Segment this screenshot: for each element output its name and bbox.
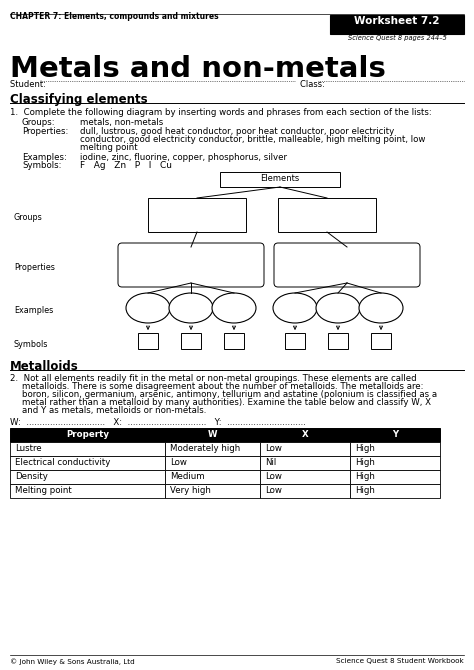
Ellipse shape [126, 293, 170, 323]
Bar [330, 15, 464, 34]
Bar [278, 198, 376, 232]
Text: boron, silicon, germanium, arsenic, antimony, tellurium and astatine (polonium i: boron, silicon, germanium, arsenic, anti… [22, 390, 437, 399]
Bar [350, 428, 440, 442]
Bar [10, 484, 165, 498]
Bar [165, 442, 260, 456]
Text: X: X [301, 430, 308, 439]
Text: Properties: Properties [14, 263, 55, 272]
Text: Property: Property [66, 430, 109, 439]
Text: 2.  Not all elements readily fit in the metal or non-metal groupings. These elem: 2. Not all elements readily fit in the m… [10, 374, 417, 383]
Text: W: W [208, 430, 217, 439]
Bar [285, 333, 305, 349]
Text: Very high: Very high [170, 486, 211, 495]
Text: Low: Low [265, 472, 282, 481]
Bar [165, 470, 260, 484]
Bar [260, 484, 350, 498]
Bar [328, 333, 348, 349]
Text: High: High [355, 472, 375, 481]
Text: Melting point: Melting point [15, 486, 72, 495]
Ellipse shape [212, 293, 256, 323]
Bar [220, 172, 340, 187]
Ellipse shape [273, 293, 317, 323]
Text: iodine, zinc, fluorine, copper, phosphorus, silver: iodine, zinc, fluorine, copper, phosphor… [80, 153, 287, 162]
Bar [224, 333, 244, 349]
Bar [148, 198, 246, 232]
Text: conductor, good electricity conductor, brittle, malleable, high melting point, l: conductor, good electricity conductor, b… [80, 135, 425, 144]
Text: F   Ag   Zn   P   I   Cu: F Ag Zn P I Cu [80, 161, 172, 170]
Text: Metals and non-metals: Metals and non-metals [10, 55, 386, 83]
Bar [260, 442, 350, 456]
Bar [350, 442, 440, 456]
Text: Student:: Student: [10, 80, 48, 89]
Text: Low: Low [265, 486, 282, 495]
Text: Y: Y [392, 430, 398, 439]
Text: Class:: Class: [300, 80, 328, 89]
Bar [181, 333, 201, 349]
Text: Metalloids: Metalloids [10, 360, 79, 373]
Bar [260, 428, 350, 442]
Text: Groups: Groups [14, 213, 43, 222]
Text: High: High [355, 486, 375, 495]
Text: Nil: Nil [265, 458, 276, 467]
Text: metal rather than a metalloid by many authorities). Examine the table below and : metal rather than a metalloid by many au… [22, 398, 431, 407]
Ellipse shape [169, 293, 213, 323]
Text: dull, lustrous, good heat conductor, poor heat conductor, poor electricity: dull, lustrous, good heat conductor, poo… [80, 127, 394, 136]
Text: Properties:: Properties: [22, 127, 68, 136]
Bar [371, 333, 391, 349]
Text: Low: Low [170, 458, 187, 467]
Bar [165, 484, 260, 498]
Bar [165, 428, 260, 442]
Text: Classifying elements: Classifying elements [10, 93, 147, 106]
Text: melting point: melting point [80, 143, 137, 152]
Text: Examples:: Examples: [22, 153, 67, 162]
Text: Symbols:: Symbols: [22, 161, 62, 170]
Bar [350, 470, 440, 484]
FancyBboxPatch shape [274, 243, 420, 287]
Text: Science Quest 8 Student Workbook: Science Quest 8 Student Workbook [336, 658, 464, 664]
Ellipse shape [316, 293, 360, 323]
Text: High: High [355, 458, 375, 467]
Text: Elements: Elements [260, 174, 300, 183]
Bar [165, 456, 260, 470]
Text: 1.  Complete the following diagram by inserting words and phrases from each sect: 1. Complete the following diagram by ins… [10, 108, 432, 117]
Bar [350, 484, 440, 498]
Text: © John Wiley & Sons Australia, Ltd: © John Wiley & Sons Australia, Ltd [10, 658, 135, 665]
Bar [10, 470, 165, 484]
Text: Density: Density [15, 472, 48, 481]
Text: metalloids. There is some disagreement about the number of metalloids. The metal: metalloids. There is some disagreement a… [22, 382, 423, 391]
Text: Examples: Examples [14, 306, 53, 315]
Text: High: High [355, 444, 375, 453]
Bar [350, 456, 440, 470]
Bar [10, 442, 165, 456]
Text: Symbols: Symbols [14, 340, 48, 349]
Text: Electrical conductivity: Electrical conductivity [15, 458, 110, 467]
Text: Science Quest 8 pages 244–5: Science Quest 8 pages 244–5 [347, 35, 447, 41]
Text: W:  ..............................   X:  ..............................   Y:  ..: W: .............................. X: ...… [10, 418, 306, 427]
Text: Low: Low [265, 444, 282, 453]
Text: Groups:: Groups: [22, 118, 55, 127]
Text: and Y as metals, metalloids or non-metals.: and Y as metals, metalloids or non-metal… [22, 406, 206, 415]
Text: Medium: Medium [170, 472, 205, 481]
Bar [260, 456, 350, 470]
Ellipse shape [359, 293, 403, 323]
FancyBboxPatch shape [118, 243, 264, 287]
Text: Worksheet 7.2: Worksheet 7.2 [354, 16, 440, 26]
Text: CHAPTER 7: Elements, compounds and mixtures: CHAPTER 7: Elements, compounds and mixtu… [10, 12, 219, 21]
Bar [10, 428, 165, 442]
Bar [10, 456, 165, 470]
Bar [260, 470, 350, 484]
Text: metals, non-metals: metals, non-metals [80, 118, 163, 127]
Bar [138, 333, 158, 349]
Text: Lustre: Lustre [15, 444, 42, 453]
Text: Moderately high: Moderately high [170, 444, 240, 453]
